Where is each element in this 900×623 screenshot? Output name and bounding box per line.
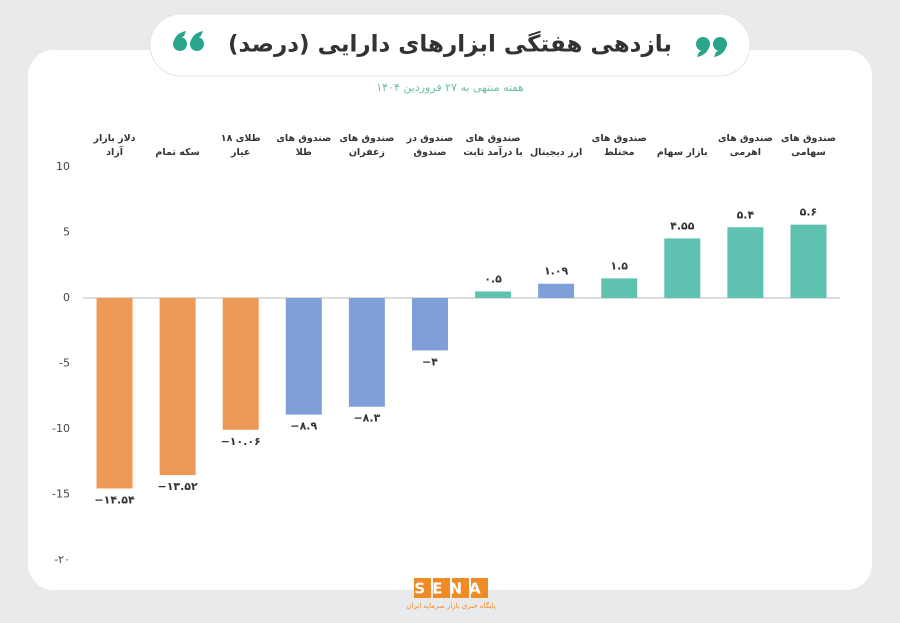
value-label: −۴: [422, 355, 438, 368]
y-tick-label: -5: [59, 357, 70, 370]
x-tick-label: صندوق های سهامی: [780, 133, 837, 158]
x-tick-label: سکه تمام: [155, 147, 200, 158]
value-label: ۴.۵۵: [670, 219, 695, 232]
y-tick-label: -10: [52, 422, 70, 435]
value-label: −۱۳.۵۲: [157, 480, 198, 493]
bar: [538, 283, 575, 298]
y-tick-label: -۲۰: [54, 553, 70, 566]
logo-text: SENA: [414, 580, 487, 598]
x-tick-label: ارز دیجیتال: [529, 147, 583, 158]
y-tick-label: 0: [63, 291, 70, 304]
value-label: ۱.۵: [610, 259, 628, 272]
x-tick-label: صندوق های با درآمد ثابت: [463, 133, 523, 158]
y-tick-label: 10: [56, 160, 70, 173]
value-label: ۱.۰۹: [544, 265, 569, 278]
chart-title: بازدهی هفتگی ابزارهای دارایی (درصد): [228, 31, 672, 58]
x-tick-label: صندوق های اهرمی: [717, 133, 773, 158]
logo-box: [452, 578, 469, 598]
bar: [727, 227, 764, 298]
bar: [96, 298, 133, 489]
bar: [348, 298, 385, 407]
quote-left: [173, 31, 204, 51]
x-tick-label: صندوق های مختلط: [591, 133, 647, 158]
chart-subtitle: هفته منتهی به ۲۷ فروردین ۱۴۰۴: [376, 81, 524, 94]
y-tick-label: 5: [63, 226, 70, 239]
bar: [159, 298, 196, 476]
value-label: −۱۰.۰۶: [221, 435, 261, 448]
x-tick-label: صندوق در صندوق: [406, 133, 454, 158]
logo-box: [414, 578, 431, 598]
x-tick-label: صندوق های طلا: [276, 133, 332, 158]
bar: [475, 291, 512, 298]
quote-right: [696, 37, 727, 57]
bar: [411, 298, 448, 351]
x-tick-label: دلار بازار آزاد: [93, 133, 136, 158]
title-pill: [149, 13, 751, 77]
value-label: ۵.۴: [737, 208, 755, 221]
x-tick-label: بازار سهام: [656, 147, 708, 158]
y-tick-label: -15: [52, 488, 70, 501]
logo-box: [433, 578, 450, 598]
bar: [222, 298, 259, 430]
value-label: ۵.۶: [800, 206, 818, 219]
value-label: −۸.۳: [353, 412, 380, 425]
bar: [285, 298, 322, 415]
value-label: −۱۴.۵۴: [94, 493, 135, 506]
x-tick-label: صندوق های زعفران: [339, 133, 395, 158]
bar: [790, 224, 827, 298]
bar: [601, 278, 638, 298]
value-label: −۸.۹: [290, 420, 317, 433]
bar: [664, 238, 701, 298]
value-label: ۰.۵: [484, 272, 502, 285]
x-tick-label: طلای ۱۸ عیار: [220, 133, 261, 158]
card: [28, 50, 872, 590]
logo-box: [471, 578, 488, 598]
logo-tagline: پایگاه خبری بازار سرمایه ایران: [406, 601, 495, 610]
